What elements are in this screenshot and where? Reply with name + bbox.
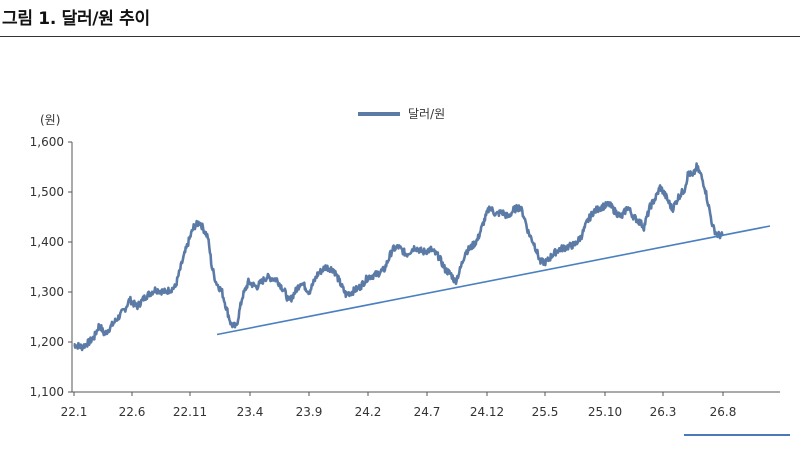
x-tick-label: 25.10 [588,405,622,419]
x-tick-label: 24.2 [355,405,382,419]
x-tick-label: 22.11 [173,405,207,419]
x-tick-label: 26.8 [710,405,737,419]
y-tick-label: 1,200 [30,335,64,349]
x-tick-label: 22.1 [61,405,88,419]
trend-line [216,225,771,336]
x-tick-label: 25.5 [532,405,559,419]
y-tick-label: 1,500 [30,185,64,199]
x-tick-label: 24.7 [414,405,441,419]
x-tick-label: 23.4 [237,405,264,419]
x-tick-label: 22.6 [119,405,146,419]
legend-label: 달러/원 [408,107,445,121]
y-tick-label: 1,600 [30,135,64,149]
chart-axes: (원) 1,100 1,200 1,300 1,400 1,500 1,600 22.1 22.… [30,113,780,419]
x-tick-label: 24.12 [470,405,504,419]
x-tick-label: 26.3 [650,405,677,419]
y-tick-label: 1,400 [30,235,64,249]
x-tick-label: 23.9 [296,405,323,419]
series-line-usd-krw [73,162,725,352]
y-tick-label: 1,300 [30,285,64,299]
y-tick-label: 1,100 [30,385,64,399]
figure-title: 그림 1. 달러/원 추이 [2,9,150,29]
plot-area [73,162,771,352]
footer-accent-rule [684,434,790,436]
title-divider [0,36,800,37]
y-axis-unit-label: (원) [40,113,60,127]
chart-legend: 달러/원 [358,107,445,121]
